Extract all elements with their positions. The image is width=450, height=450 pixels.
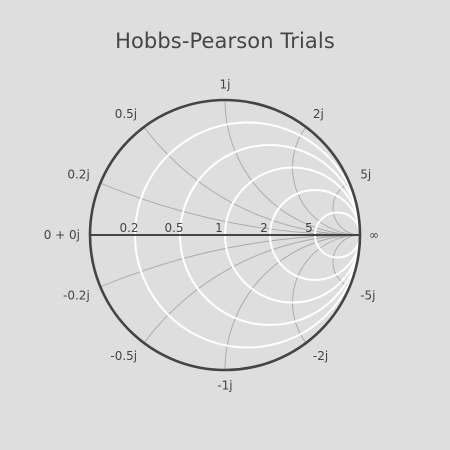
outer-boundary-circle: [88, 98, 362, 372]
reactance-gridline: [224, 100, 360, 236]
imag-axis-tick-label: 5j: [360, 168, 371, 182]
imag-axis-tick-label: -2j: [313, 349, 328, 363]
imag-axis-tick-label: -0.5j: [110, 349, 137, 363]
real-axis-tick-label: 2: [260, 221, 268, 235]
real-axis-tick-label: 5: [305, 221, 313, 235]
imag-axis-tick-label: 0 + 0j: [44, 228, 80, 242]
real-axis-tick-label: 0.5: [164, 221, 183, 235]
reactance-gridline: [90, 234, 360, 370]
imag-axis-tick-label: 0.5j: [115, 107, 137, 121]
imag-axis-tick-label: -0.2j: [63, 288, 90, 302]
imag-axis-tick-label: 0.2j: [67, 168, 89, 182]
imag-axis-tick-label: -1j: [217, 378, 232, 392]
imag-axis-tick-label: -5j: [360, 288, 375, 302]
imag-axis-tick-label: 1j: [220, 78, 231, 92]
reactance-gridline: [332, 234, 360, 290]
imag-axis-tick-label: ∞: [369, 228, 379, 242]
imag-axis-tick-label: 2j: [313, 107, 324, 121]
reactance-gridline: [332, 180, 360, 236]
real-axis-tick-label: 0.2: [119, 221, 138, 235]
reactance-gridline: [90, 100, 360, 236]
reactance-gridline: [224, 234, 360, 370]
real-axis-tick-label: 1: [215, 221, 223, 235]
chart-title: Hobbs-Pearson Trials: [115, 29, 335, 53]
